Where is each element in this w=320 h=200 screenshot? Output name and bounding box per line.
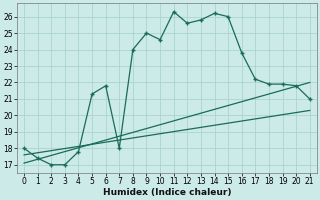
X-axis label: Humidex (Indice chaleur): Humidex (Indice chaleur) bbox=[103, 188, 231, 197]
